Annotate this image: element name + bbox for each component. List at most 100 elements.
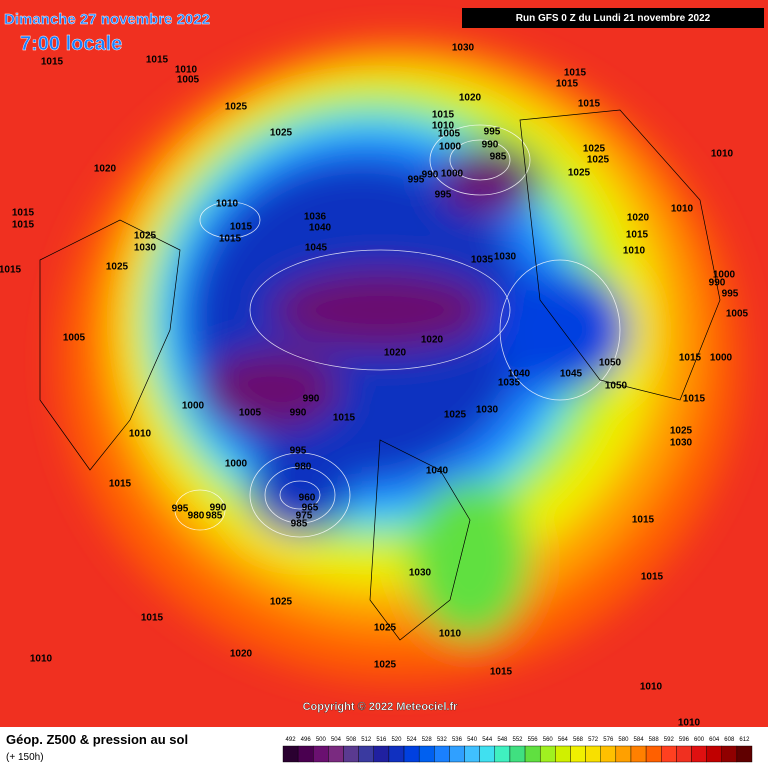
legend-label: 576: [603, 737, 614, 743]
legend-swatch: [494, 745, 511, 763]
lead-time: (+ 150h): [6, 752, 44, 763]
copyright: Copyright © 2022 Meteociel.fr: [303, 701, 459, 713]
pressure-label: 980: [188, 511, 205, 522]
legend-label: 504: [331, 737, 342, 743]
pressure-label: 990: [482, 140, 499, 151]
pressure-label: 1005: [726, 309, 749, 320]
pressure-label: 1025: [106, 262, 129, 273]
legend-label: 604: [709, 737, 720, 743]
legend-swatch: [570, 745, 586, 763]
legend-swatch: [464, 745, 480, 763]
pressure-label: 990: [290, 408, 307, 419]
pressure-label: 1015: [578, 99, 601, 110]
pressure-label: 1030: [409, 568, 432, 579]
pressure-label: 990: [422, 170, 439, 181]
legend-swatch: [434, 745, 450, 763]
pressure-label: 1025: [444, 410, 467, 421]
pressure-label: 1005: [63, 333, 86, 344]
legend-label: 536: [452, 737, 463, 743]
pressure-label: 1040: [309, 223, 332, 234]
legend-label: 552: [512, 737, 523, 743]
pressure-label: 1025: [587, 155, 610, 166]
time: 7:00 locale: [20, 33, 122, 55]
pressure-label: 1020: [459, 93, 482, 104]
pressure-label: 1045: [560, 369, 583, 380]
pressure-label: 1005: [438, 129, 461, 140]
pressure-label: 1015: [12, 208, 35, 219]
pressure-label: 1000: [439, 142, 462, 153]
pressure-label: 1025: [270, 597, 293, 608]
legend-label: 540: [467, 737, 478, 743]
pressure-label: 1015: [41, 57, 64, 68]
pressure-label: 1015: [146, 55, 169, 66]
pressure-label: 1015: [556, 79, 579, 90]
legend-swatch: [691, 745, 707, 763]
pressure-label: 990: [303, 394, 320, 405]
pressure-label: 1010: [432, 121, 455, 132]
legend-label: 584: [634, 737, 645, 743]
run-info: Run GFS 0 Z du Lundi 21 novembre 2022: [516, 13, 711, 24]
pressure-label: 1025: [374, 623, 397, 634]
legend-label: 560: [543, 737, 554, 743]
legend-swatch: [282, 745, 299, 763]
footer-title: Géop. Z500 & pression au sol: [6, 732, 188, 747]
pressure-label: 1000: [441, 169, 464, 180]
legend-label: 596: [679, 737, 690, 743]
pressure-label: 1010: [175, 65, 198, 76]
legend-label: 520: [391, 737, 402, 743]
legend-swatch: [585, 745, 601, 763]
pressure-label: 1025: [568, 168, 591, 179]
pressure-label: 1015: [632, 515, 655, 526]
pressure-label: 985: [206, 511, 223, 522]
legend-label: 512: [361, 737, 372, 743]
legend-swatch: [721, 745, 738, 763]
legend-swatch: [630, 745, 647, 763]
pressure-label: 1010: [439, 629, 462, 640]
pressure-label: 1000: [225, 459, 248, 470]
pressure-label: 1005: [239, 408, 262, 419]
pressure-label: 1015: [12, 220, 35, 231]
date: Dimanche 27 novembre 2022: [4, 11, 210, 28]
legend-swatch: [615, 745, 632, 763]
pressure-label: 1010: [129, 429, 152, 440]
pressure-label: 1025: [225, 102, 248, 113]
pressure-label: 1025: [374, 660, 397, 671]
legend-swatch: [524, 745, 541, 763]
legend-swatch: [600, 745, 617, 763]
legend-label: 516: [376, 737, 387, 743]
legend-swatch: [706, 745, 722, 763]
legend-label: 492: [286, 737, 297, 743]
pressure-label: 1010: [671, 204, 694, 215]
legend-swatch: [418, 745, 435, 763]
legend-label: 524: [407, 737, 418, 743]
pressure-label: 1025: [670, 426, 693, 437]
pressure-label: 1040: [426, 466, 449, 477]
pressure-label: 965: [302, 503, 319, 514]
legend-label: 500: [316, 737, 327, 743]
pressure-label: 1020: [421, 335, 444, 346]
pressure-label: 1015: [432, 110, 455, 121]
pressure-label: 1015: [490, 667, 513, 678]
pressure-label: 1010: [711, 149, 734, 160]
legend-swatch: [555, 745, 571, 763]
legend-swatch: [449, 745, 465, 763]
legend-label: 496: [301, 737, 312, 743]
pressure-label: 1036: [304, 212, 327, 223]
legend-swatch: [736, 745, 753, 763]
legend-swatch: [388, 745, 405, 763]
pressure-label: 1015: [641, 572, 664, 583]
legend-label: 588: [649, 737, 660, 743]
legend-label: 532: [437, 737, 448, 743]
pressure-label: 995: [435, 190, 452, 201]
pressure-label: 1000: [710, 353, 733, 364]
legend-label: 600: [694, 737, 705, 743]
pressure-label: 1020: [230, 649, 253, 660]
legend-label: 612: [739, 737, 750, 743]
pressure-label: 1015: [109, 479, 132, 490]
legend-swatch: [479, 745, 496, 763]
pressure-label: 1015: [141, 613, 164, 624]
pressure-label: 960: [299, 493, 316, 504]
pressure-label: 1030: [476, 405, 499, 416]
run-box: [462, 8, 764, 28]
